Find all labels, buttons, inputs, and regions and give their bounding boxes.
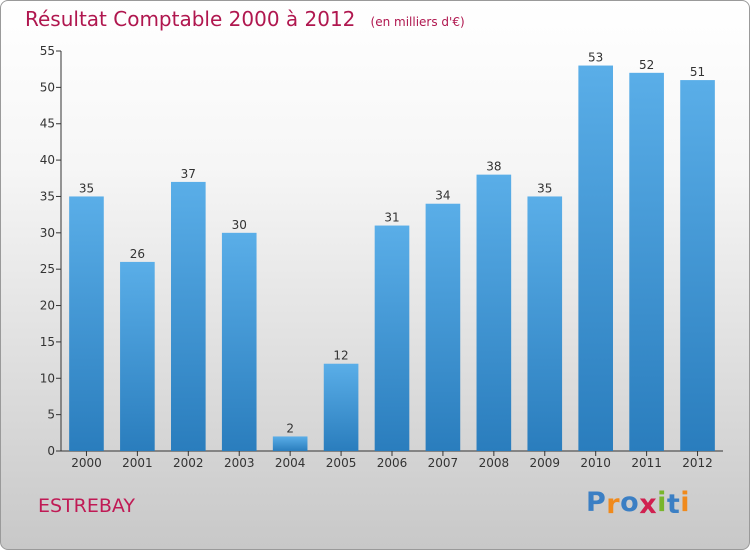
logo-letter: i (680, 487, 691, 518)
chart-title-group: Résultat Comptable 2000 à 2012 (en milli… (25, 7, 465, 31)
bar-2005 (323, 363, 359, 451)
data-label-2010: 53 (588, 51, 603, 65)
data-label-2005: 12 (333, 349, 348, 363)
y-tick-label: 5 (47, 408, 55, 422)
x-tick-label-2004: 2004 (275, 456, 306, 470)
data-label-2000: 35 (79, 181, 94, 195)
y-tick-label: 10 (40, 371, 55, 385)
chart-subtitle: (en milliers d'€) (370, 15, 465, 29)
proxiti-logo: Proxiti (586, 487, 691, 520)
x-tick-label-2008: 2008 (479, 456, 510, 470)
data-label-2002: 37 (181, 167, 196, 181)
x-tick-label-2011: 2011 (631, 456, 662, 470)
logo-letter: i (657, 487, 667, 518)
y-tick-label: 55 (40, 44, 55, 58)
logo-letter: r (606, 489, 621, 520)
x-tick-label-2006: 2006 (377, 456, 408, 470)
bar-2010 (578, 65, 614, 451)
x-tick-label-2010: 2010 (580, 456, 611, 470)
chart-title: Résultat Comptable 2000 à 2012 (25, 7, 356, 31)
y-tick-label: 40 (40, 153, 55, 167)
x-tick-label-2012: 2012 (682, 456, 713, 470)
bar-2002 (170, 181, 206, 451)
data-label-2011: 52 (639, 58, 654, 72)
x-tick-label-2009: 2009 (529, 456, 560, 470)
data-label-2006: 31 (384, 211, 399, 225)
x-tick-label-2007: 2007 (428, 456, 459, 470)
y-tick-label: 45 (40, 117, 55, 131)
bar-2000 (69, 196, 104, 451)
commune-name: ESTREBAY (38, 495, 136, 517)
data-label-2009: 35 (537, 181, 552, 195)
data-label-2004: 2 (286, 421, 294, 435)
logo-letter: x (639, 489, 658, 520)
bar-2003 (221, 232, 257, 451)
x-tick-label-2003: 2003 (224, 456, 255, 470)
data-label-2008: 38 (486, 160, 501, 174)
x-tick-label-2002: 2002 (173, 456, 204, 470)
bar-2006 (374, 225, 410, 451)
data-label-2003: 30 (232, 218, 247, 232)
logo-letter: o (620, 487, 640, 518)
bar-2008 (476, 174, 512, 452)
bar-2007 (425, 203, 461, 451)
y-tick-label: 0 (47, 444, 55, 458)
data-label-2012: 51 (690, 65, 705, 79)
data-label-2001: 26 (130, 247, 145, 261)
data-label-2007: 34 (435, 189, 450, 203)
bar-2001 (120, 261, 155, 451)
bar-chart: 0 5 10 15 20 25 30 35 40 45 50 55 35 2000 26 2001 37 2002… (40, 44, 723, 470)
x-tick-label-2000: 2000 (71, 456, 102, 470)
y-tick-label: 35 (40, 189, 55, 203)
logo-letter: t (666, 489, 681, 520)
bar-2011 (629, 72, 664, 452)
x-tick-label-2001: 2001 (122, 456, 153, 470)
logo-letter: P (586, 487, 607, 518)
y-tick-label: 30 (40, 226, 55, 240)
x-tick-label-2005: 2005 (326, 456, 357, 470)
y-tick-label: 25 (40, 262, 55, 276)
y-tick-label: 50 (40, 80, 55, 94)
bar-2004 (272, 436, 308, 451)
y-tick-label: 15 (40, 335, 55, 349)
y-tick-label: 20 (40, 299, 55, 313)
bar-2009 (527, 196, 563, 451)
bar-2012 (680, 80, 715, 451)
